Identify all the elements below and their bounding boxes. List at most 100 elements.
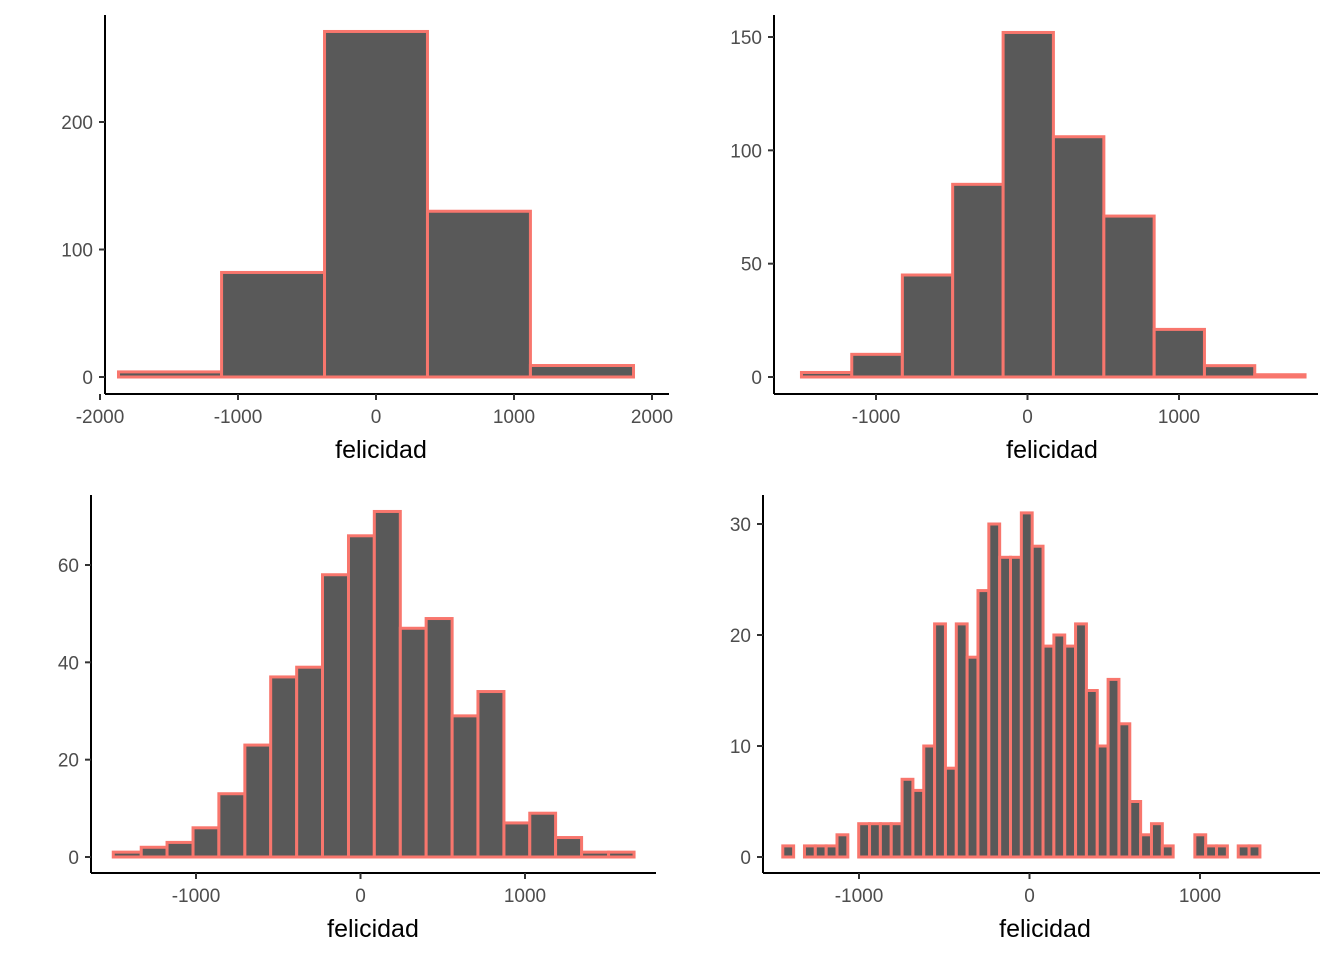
histogram-bar <box>1247 844 1262 859</box>
x-tick-label: -1000 <box>172 886 221 907</box>
x-axis-label: felicidad <box>335 436 427 464</box>
histogram-bar <box>868 822 882 859</box>
y-tick-label: 50 <box>741 255 762 276</box>
x-axis-label: felicidad <box>999 915 1091 943</box>
histogram-bar <box>1009 555 1023 859</box>
x-tick-label: 1000 <box>1158 407 1200 428</box>
x-axis-label: felicidad <box>327 915 419 943</box>
histogram-bar <box>943 766 958 859</box>
histogram-bar <box>1215 844 1229 859</box>
histogram-bar <box>607 850 636 859</box>
histogram-bar <box>933 622 947 859</box>
histogram-bar <box>580 850 611 859</box>
histogram-bar <box>1160 844 1175 859</box>
histogram-bar <box>976 589 991 859</box>
histogram-bar <box>1052 633 1067 859</box>
histogram-bar <box>243 743 273 859</box>
histogram-bar <box>424 617 454 859</box>
histogram-bar <box>295 665 325 859</box>
histogram-panel-bottom-right: felicidad 0 10 20 30 -1000 0 1000 <box>730 495 1320 943</box>
histogram-bar <box>321 573 350 859</box>
histogram-bar <box>1149 822 1164 859</box>
histogram-bar <box>1063 644 1078 859</box>
histogram-bar <box>1095 744 1110 859</box>
histogram-bar <box>1117 722 1132 859</box>
y-tick-label: 0 <box>82 368 93 389</box>
histogram-bar <box>1030 544 1045 859</box>
histogram-bar <box>425 209 532 379</box>
histogram-bar <box>269 675 299 859</box>
histogram-bars <box>781 511 1262 859</box>
histogram-bar <box>824 844 839 859</box>
x-tick-label: 1000 <box>504 886 546 907</box>
x-axis-label: felicidad <box>1006 436 1098 464</box>
x-tick-label: 0 <box>355 886 366 907</box>
histogram-bar <box>1152 327 1206 379</box>
histogram-bar <box>1139 833 1153 859</box>
histogram-bar <box>139 845 169 859</box>
histogram-bars <box>116 29 636 379</box>
histogram-bar <box>1084 689 1099 859</box>
histogram-bar <box>165 840 195 859</box>
histogram-bar <box>1204 844 1219 859</box>
y-tick-label: 60 <box>58 556 79 577</box>
histogram-bar <box>1202 364 1257 379</box>
histogram-bar <box>900 273 955 379</box>
x-tick-label: -1000 <box>852 407 901 428</box>
y-tick-label: 40 <box>58 653 79 674</box>
y-tick-label: 20 <box>730 626 751 647</box>
histogram-bar <box>217 792 247 859</box>
histogram-bars <box>111 509 636 859</box>
y-tick-label: 0 <box>740 848 751 869</box>
y-tick-label: 0 <box>751 368 762 389</box>
histogram-bar <box>372 509 402 859</box>
histogram-bar <box>1041 644 1056 859</box>
histogram-bar <box>835 833 850 859</box>
histogram-bar <box>528 364 636 379</box>
y-tick-label: 150 <box>730 28 762 49</box>
x-tick-label: 0 <box>371 407 382 428</box>
histogram-panel-top-right: felicidad 0 50 100 150 -1000 0 1000 <box>730 15 1318 464</box>
histogram-panel-bottom-left: felicidad 0 20 40 60 -1000 0 1000 <box>58 495 656 943</box>
histogram-bar <box>802 844 817 859</box>
histogram-bar <box>951 182 1005 379</box>
x-tick-label: 0 <box>1024 886 1035 907</box>
histogram-bar <box>476 690 506 859</box>
y-tick-label: 10 <box>730 737 751 758</box>
histogram-bar <box>922 744 937 859</box>
histogram-bar <box>857 822 872 859</box>
histogram-bar <box>1128 800 1143 859</box>
histogram-bar <box>1236 844 1251 859</box>
x-tick-label: 2000 <box>631 407 673 428</box>
histogram-bar <box>1019 511 1034 859</box>
histogram-bar <box>1051 135 1106 379</box>
histogram-bars <box>799 30 1307 379</box>
histogram-bar <box>346 534 376 859</box>
y-tick-label: 100 <box>61 241 93 262</box>
histogram-bar <box>398 626 428 859</box>
histogram-bar <box>1193 833 1208 859</box>
histogram-bar <box>998 555 1013 859</box>
histogram-bar <box>116 370 224 379</box>
y-tick-label: 30 <box>730 515 751 536</box>
histogram-bar <box>987 522 1002 859</box>
histogram-bar <box>111 850 143 859</box>
histogram-bar <box>889 822 904 859</box>
histogram-bar <box>323 29 429 379</box>
y-tick-label: 20 <box>58 751 79 772</box>
y-tick-label: 0 <box>68 848 79 869</box>
y-tick-label: 100 <box>730 141 762 162</box>
histogram-bar <box>528 811 558 859</box>
histogram-bar <box>1106 677 1121 859</box>
histogram-bar <box>900 777 915 859</box>
x-tick-label: -1000 <box>835 886 884 907</box>
histogram-panel-top-left: felicidad 0 100 200 -2000 -1000 0 1000 2000 <box>61 15 673 464</box>
histogram-bar <box>878 822 893 859</box>
histogram-bar <box>850 352 904 379</box>
y-tick-label: 200 <box>61 113 93 134</box>
histogram-bar <box>965 655 980 859</box>
histogram-bar <box>1253 373 1307 379</box>
histogram-bar <box>1102 214 1156 379</box>
x-tick-label: -1000 <box>214 407 263 428</box>
